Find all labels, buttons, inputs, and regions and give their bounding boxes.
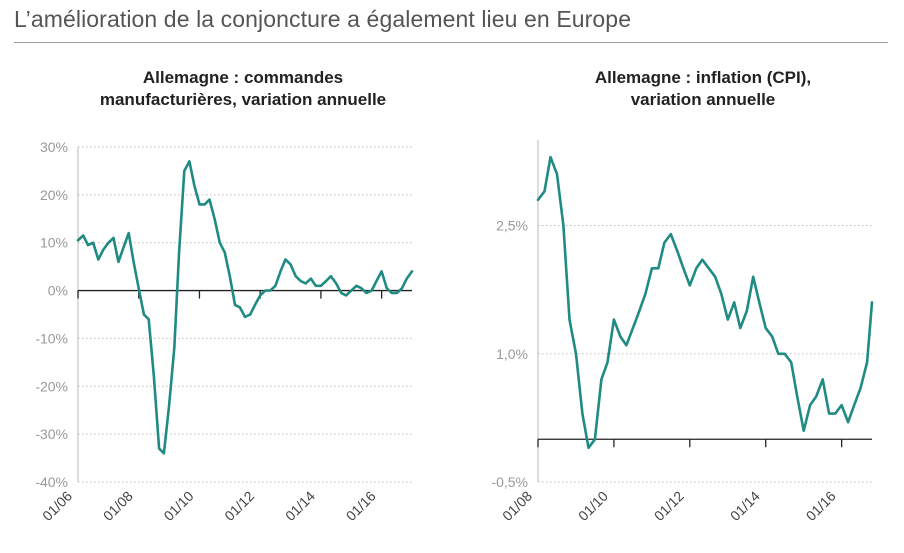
chart-1-series-line [76, 160, 414, 455]
chart-2-x-tick-label: 01/14 [727, 488, 763, 524]
chart-1-title-line-1: Allemagne : commandes [143, 68, 343, 87]
chart-1-series [76, 160, 414, 455]
chart-2-y-tick-label: 2,5% [496, 218, 528, 234]
chart-1-y-tick-label: -40% [35, 474, 68, 490]
chart-2-title-line-1: Allemagne : inflation (CPI), [595, 68, 811, 87]
chart-1-gridlines [78, 146, 412, 483]
chart-1-x-tick-label: 01/12 [221, 488, 257, 524]
chart-1-y-tick-label: -10% [35, 330, 68, 346]
chart-2-x-tick-label: 01/10 [575, 488, 611, 524]
chart-2-series-line [536, 155, 874, 450]
chart-1-y-tick-label: -20% [35, 378, 68, 394]
chart-2-x-axis: 01/08 01/10 01/12 01/14 01/16 [499, 439, 843, 524]
title-divider [14, 42, 888, 43]
chart-2-x-tick-label: 01/08 [499, 488, 535, 524]
chart-1-x-tick-label: 01/10 [160, 488, 196, 524]
chart-1-y-tick-label: 20% [40, 187, 68, 203]
chart-1-y-tick-label: 0% [48, 283, 68, 299]
chart-1-x-tick-label: 01/08 [100, 488, 136, 524]
chart-1-x-tick-label: 01/06 [39, 488, 75, 524]
chart-2-y-tick-label: -0,5% [491, 474, 528, 490]
chart-1-y-tick-label: -30% [35, 426, 68, 442]
chart-1-y-tick-label: 30% [40, 139, 68, 155]
chart-1-y-axis: 30% 20% 10% 0% -10% -20% -30% -40% [35, 139, 68, 490]
chart-2-x-tick-label: 01/12 [651, 488, 687, 524]
chart-1-x-tick-label: 01/16 [343, 488, 379, 524]
chart-2-y-axis: 2,5% 1,0% -0,5% [491, 218, 528, 491]
chart-2-y-tick-label: 1,0% [496, 346, 528, 362]
chart-2-x-tick-label: 01/16 [803, 488, 839, 524]
chart-1-x-tick-label: 01/14 [282, 488, 318, 524]
chart-2-title-line-2: variation annuelle [631, 90, 776, 109]
page-title: L’amélioration de la conjoncture a égale… [14, 6, 632, 32]
chart-2-axes [537, 140, 872, 482]
chart-2-gridlines [538, 225, 872, 483]
chart-1-title-line-2: manufacturières, variation annuelle [100, 90, 386, 109]
chart-1-axes [77, 147, 412, 482]
chart-1-x-axis: 01/06 01/08 01/10 01/12 01/14 01/16 [39, 290, 383, 524]
chart-1-y-tick-label: 10% [40, 235, 68, 251]
chart-2-series [536, 155, 874, 450]
